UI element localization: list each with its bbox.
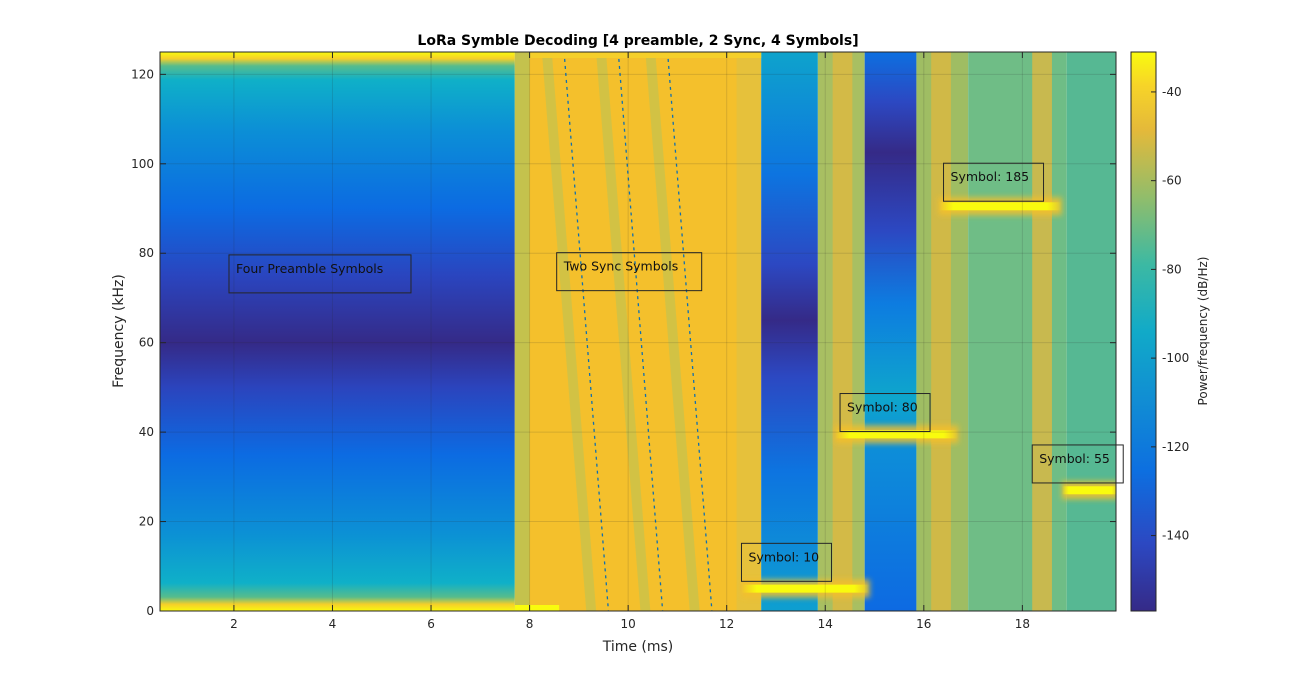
annotation-boxes: Four Preamble Symbols Two Sync Symbols Sym…	[228, 162, 1124, 582]
annotation-label: Symbol: 10	[748, 549, 819, 564]
x-tick-label: 2	[230, 617, 238, 631]
colorbar	[1130, 51, 1157, 612]
annotation-label: Four Preamble Symbols	[236, 261, 383, 276]
y-tick-label: 20	[139, 515, 154, 529]
y-axis-label: Frequency (kHz)	[111, 274, 127, 388]
x-tick-label: 16	[916, 617, 931, 631]
y-axis-ticks: 0 20 40 60 80 100 120	[131, 67, 1116, 618]
colorbar-tick-label: -40	[1162, 85, 1182, 99]
colorbar-label: Power/frequency (dB/Hz)	[1196, 257, 1210, 406]
spectrogram-heatmap	[160, 52, 1116, 611]
chart-title: LoRa Symble Decoding [4 preamble, 2 Sync…	[417, 33, 858, 49]
symbol-bin-1	[835, 430, 959, 439]
sync-band-1	[596, 52, 651, 611]
x-tick-label: 12	[719, 617, 734, 631]
x-axis-label: Time (ms)	[602, 639, 674, 655]
x-tick-label: 4	[329, 617, 337, 631]
annotation-label: Symbol: 55	[1039, 451, 1110, 466]
annotation-box	[740, 542, 832, 582]
x-tick-label: 18	[1015, 617, 1030, 631]
annotation: Symbol: 80	[839, 393, 931, 433]
colorbar-tick-label: -120	[1162, 440, 1189, 454]
sync-band-0	[541, 52, 597, 611]
x-tick-label: 10	[621, 617, 636, 631]
annotation-box	[943, 162, 1045, 202]
annotation: Symbol: 55	[1031, 444, 1124, 484]
annotation-box	[839, 393, 931, 433]
y-tick-label: 80	[139, 246, 154, 260]
annotation-label: Symbol: 80	[847, 400, 918, 415]
annotation-box	[228, 254, 412, 294]
colorbar-tick-label: -80	[1162, 262, 1182, 276]
sync-edge	[514, 52, 530, 611]
bottom-strip	[514, 605, 560, 611]
annotation: Two Sync Symbols	[556, 252, 703, 292]
plot-axes-box	[159, 51, 1117, 612]
symbol-80-blue-band	[864, 52, 917, 611]
symbol-bin-0	[741, 584, 870, 593]
symbol-10-stripe	[832, 52, 853, 611]
y-tick-label: 120	[131, 67, 154, 81]
chirp-trace-2	[666, 52, 713, 611]
annotation-label: Two Sync Symbols	[563, 259, 679, 274]
preamble-region	[160, 52, 515, 611]
y-tick-label: 40	[139, 425, 154, 439]
symbol-185-region	[968, 52, 1067, 611]
x-tick-label: 14	[818, 617, 833, 631]
symbol-185-stripe	[1032, 52, 1052, 611]
symbol-10-blue-band	[761, 52, 818, 611]
colorbar-tick-label: -100	[1162, 351, 1189, 365]
symbol-bin-2	[938, 202, 1062, 211]
annotation: Four Preamble Symbols	[228, 254, 412, 294]
annotation: Symbol: 10	[740, 542, 832, 582]
sync-band-2	[645, 52, 700, 611]
x-tick-label: 6	[427, 617, 435, 631]
annotation: Symbol: 185	[943, 162, 1045, 202]
symbol-80-stripe	[931, 52, 951, 611]
colorbar-ticks: -40 -60 -80 -100 -120 -140	[1151, 85, 1189, 543]
annotation-label: Symbol: 185	[951, 169, 1030, 184]
x-tick-label: 8	[526, 617, 534, 631]
chirp-trace-1	[617, 52, 664, 611]
symbol-bin-3	[1061, 486, 1116, 495]
top-strip	[529, 52, 762, 58]
y-tick-label: 0	[146, 604, 154, 618]
symbol-55-region	[1066, 52, 1116, 611]
sync-tail	[736, 52, 762, 611]
chirp-trace-0	[563, 52, 610, 611]
annotation-box	[1031, 444, 1124, 484]
colorbar-tick-label: -140	[1162, 529, 1189, 543]
x-axis-ticks: 2 4 6 8 10 12 14 16 18	[230, 52, 1030, 631]
y-tick-label: 60	[139, 336, 154, 350]
colorbar-tick-label: -60	[1162, 174, 1182, 188]
y-tick-label: 100	[131, 157, 154, 171]
annotation-box	[556, 252, 703, 292]
